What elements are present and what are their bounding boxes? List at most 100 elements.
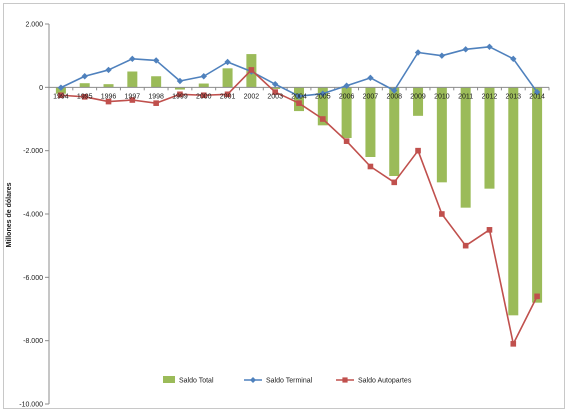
point-saldo-terminal-2005: [319, 90, 327, 97]
y-tick-label: -6.000: [23, 275, 43, 282]
x-tick-label-1996: 1996: [101, 93, 117, 100]
bar-saldo-total-2007: [365, 87, 376, 157]
point-saldo-autopartes-2008: [391, 179, 398, 186]
point-saldo-autopartes-2004: [296, 100, 302, 106]
bar-saldo-total-1999: [174, 87, 185, 90]
point-saldo-terminal-2000: [200, 73, 207, 80]
point-saldo-terminal-1999: [176, 77, 184, 85]
point-saldo-terminal-1994: [57, 84, 65, 91]
bar-saldo-total-1996: [103, 84, 114, 88]
legend-item-saldo-autopartes: Saldo Autopartes: [336, 377, 412, 385]
x-tick-label-2003: 2003: [267, 93, 283, 100]
x-tick-label-1999: 1999: [172, 93, 188, 100]
x-tick-label-2006: 2006: [339, 93, 355, 100]
point-saldo-autopartes-1995: [81, 94, 88, 100]
point-saldo-terminal-2011: [462, 46, 469, 53]
bar-saldo-total-2006: [341, 87, 352, 138]
point-saldo-terminal-1995: [81, 73, 88, 80]
bar-saldo-total-2009: [413, 87, 424, 116]
x-tick-label-2009: 2009: [410, 93, 426, 100]
legend-swatch-saldo-total: [163, 376, 175, 383]
bar-saldo-total-1995: [79, 83, 90, 88]
y-tick-label: -10.000: [19, 402, 43, 409]
point-saldo-autopartes-1999: [177, 91, 183, 98]
x-tick-label-1998: 1998: [148, 93, 164, 100]
y-tick-label: -8.000: [23, 338, 43, 345]
legend-item-saldo-total: Saldo Total: [163, 376, 214, 385]
x-tick-label-2012: 2012: [482, 93, 498, 100]
x-tick-label-1995: 1995: [77, 93, 93, 100]
legend-marker-saldo-terminal: [250, 377, 256, 383]
x-tick-label-2008: 2008: [386, 93, 402, 100]
point-saldo-terminal-2010: [438, 52, 446, 59]
point-saldo-terminal-1998: [152, 57, 160, 64]
bar-saldo-total-2013: [508, 87, 519, 316]
point-saldo-terminal-2007: [367, 74, 374, 82]
legend-marker-saldo-autopartes: [342, 377, 348, 383]
y-tick-label: 0: [39, 85, 43, 92]
bar-saldo-total-1997: [127, 71, 138, 88]
point-saldo-autopartes-2002: [248, 67, 255, 73]
y-tick-label: -2.000: [23, 148, 43, 155]
point-saldo-terminal-1997: [129, 55, 136, 63]
bars-layer: [55, 54, 543, 316]
point-saldo-autopartes-2006: [343, 138, 350, 144]
point-saldo-terminal-1996: [105, 66, 112, 74]
x-tick-label-2005: 2005: [315, 93, 331, 100]
point-saldo-autopartes-2011: [462, 242, 469, 249]
legend-item-saldo-terminal: Saldo Terminal: [244, 377, 313, 385]
point-saldo-autopartes-1997: [129, 97, 136, 103]
x-tick-label-1994: 1994: [53, 93, 69, 100]
point-saldo-autopartes-2000: [200, 92, 207, 99]
point-saldo-autopartes-1996: [105, 98, 112, 105]
bar-saldo-total-2008: [389, 87, 400, 176]
point-saldo-autopartes-2014: [534, 293, 540, 300]
point-saldo-autopartes-1994: [58, 92, 64, 99]
point-saldo-terminal-2008: [391, 87, 398, 94]
legend-label-saldo-total: Saldo Total: [179, 378, 214, 385]
point-saldo-autopartes-2007: [367, 163, 374, 170]
y-tick-label: 2.000: [25, 22, 43, 29]
y-tick-label: -4.000: [23, 212, 43, 219]
x-tick-label-2002: 2002: [244, 93, 260, 100]
point-saldo-terminal-2001: [224, 58, 231, 66]
bar-saldo-total-2003: [270, 87, 281, 89]
x-tick-label-2000: 2000: [196, 93, 212, 100]
bar-saldo-total-2010: [436, 87, 447, 183]
point-saldo-autopartes-2010: [439, 211, 445, 217]
axes-layer: [45, 23, 550, 405]
point-saldo-autopartes-2012: [486, 227, 493, 233]
y-axis-title: Millones de dólares: [6, 182, 13, 247]
point-saldo-terminal-2006: [343, 82, 350, 89]
chart-frame: [3, 3, 565, 409]
bar-saldo-total-1998: [151, 76, 162, 88]
bar-saldo-total-2001: [222, 68, 233, 88]
point-saldo-autopartes-2009: [415, 147, 421, 154]
bar-saldo-total-2014: [532, 87, 543, 303]
point-saldo-autopartes-2003: [272, 89, 278, 95]
x-tick-label-2004: 2004: [291, 93, 307, 100]
point-saldo-autopartes-1998: [153, 100, 159, 106]
legend-label-saldo-autopartes: Saldo Autopartes: [358, 378, 412, 385]
bar-saldo-total-2011: [460, 87, 471, 208]
bar-saldo-total-2012: [484, 87, 495, 189]
x-tick-label-1997: 1997: [125, 93, 141, 100]
lines-layer: [57, 43, 541, 347]
x-tick-label-2010: 2010: [434, 93, 450, 100]
x-tick-label-2011: 2011: [458, 93, 473, 100]
labels-layer: 2.000 0 -2.000 -4.000 -6.000 -8.000 -10.000 199…: [19, 22, 545, 409]
point-saldo-terminal-2012: [486, 43, 493, 50]
point-saldo-terminal-2009: [414, 49, 422, 56]
x-tick-label-2001: 2001: [220, 93, 236, 100]
point-saldo-terminal-2013: [510, 55, 517, 63]
x-tick-label-2013: 2013: [505, 93, 521, 100]
point-saldo-autopartes-2001: [224, 91, 231, 98]
x-tick-label-2007: 2007: [363, 93, 379, 100]
x-tick-label-2014: 2014: [529, 93, 545, 100]
point-saldo-autopartes-2013: [510, 341, 517, 347]
point-saldo-autopartes-2005: [320, 116, 326, 122]
legend-label-saldo-terminal: Saldo Terminal: [266, 378, 313, 385]
bar-saldo-total-2000: [198, 83, 209, 88]
legend: Saldo Total Saldo Terminal Saldo Autoparte…: [163, 376, 412, 385]
